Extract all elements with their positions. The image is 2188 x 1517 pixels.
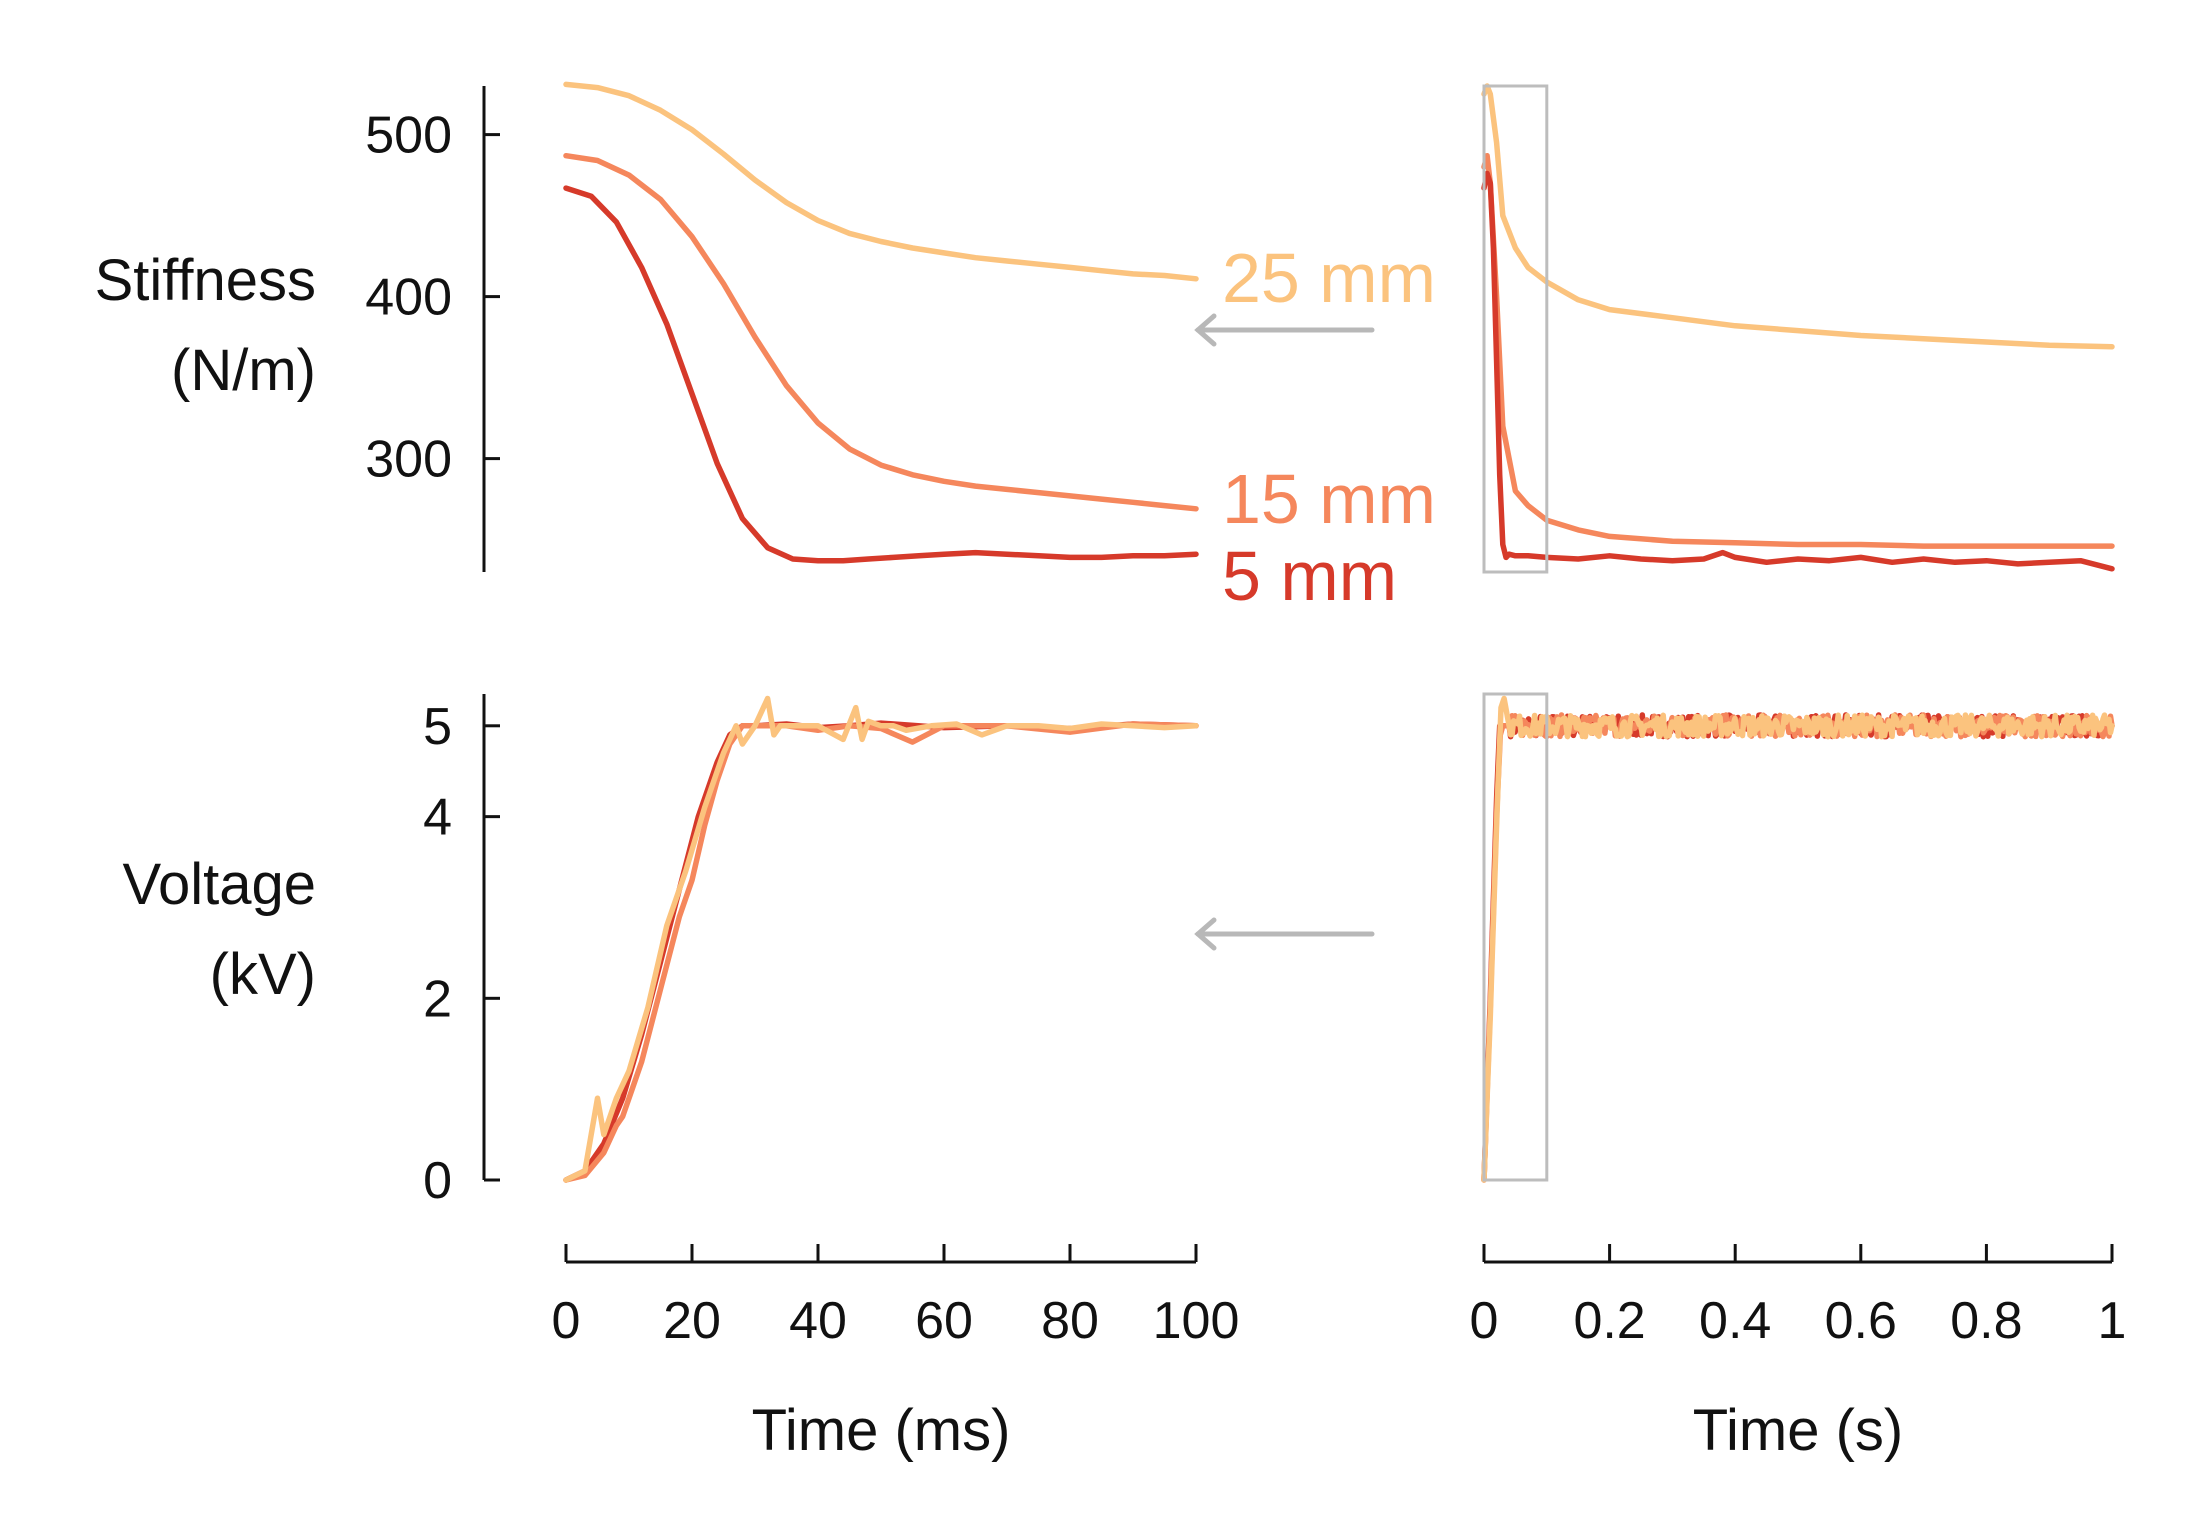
ms-x-tick-label: 0 — [552, 1292, 581, 1350]
stiffness-y-tick-label: 400 — [365, 269, 452, 327]
zoom-box-voltage — [1482, 692, 1549, 1182]
zoom-box-stiffness — [1482, 84, 1549, 574]
stiffness-axis-unit: (N/m) — [171, 338, 316, 403]
series-15mm-line — [563, 152, 1199, 512]
voltage-ms-plot — [563, 695, 1199, 1183]
voltage-axis-title: Voltage — [122, 852, 316, 917]
series-25mm-line — [563, 81, 1199, 282]
stiffness-axis-title: Stiffness — [95, 248, 316, 313]
voltage-axis-unit: (kV) — [210, 942, 316, 1007]
voltage-y-ticks: 0 2 4 5 — [423, 698, 500, 1210]
voltage-y-tick-label: 0 — [423, 1152, 452, 1210]
voltage-y-tick-label: 5 — [423, 698, 452, 756]
series-label-5mm: 5 mm — [1222, 537, 1397, 615]
stiffness-y-tick-label: 300 — [365, 431, 452, 489]
stiffness-ms-plot — [563, 81, 1199, 564]
s-x-ticks: 0 0.2 0.4 0.6 0.8 1 — [1470, 1244, 2127, 1350]
s-x-tick-label: 1 — [2098, 1292, 2127, 1350]
voltage-y-tick-label: 2 — [423, 970, 452, 1028]
stiffness-s-plot — [1481, 83, 2115, 572]
s-x-tick-label: 0.4 — [1699, 1292, 1771, 1350]
series-label-25mm: 25 mm — [1222, 239, 1436, 317]
ms-x-tick-label: 80 — [1041, 1292, 1099, 1350]
s-x-axis-title: Time (s) — [1693, 1398, 1903, 1463]
s-x-tick-label: 0 — [1470, 1292, 1499, 1350]
zoom-arrow-bottom — [1194, 917, 1375, 951]
s-x-tick-label: 0.2 — [1573, 1292, 1645, 1350]
s-x-tick-label: 0.6 — [1825, 1292, 1897, 1350]
ms-x-ticks: 0 20 40 60 80 100 — [552, 1244, 1240, 1350]
voltage-s-plot — [1481, 695, 2115, 1183]
ms-x-tick-label: 60 — [915, 1292, 973, 1350]
ms-x-axis-title: Time (ms) — [752, 1398, 1011, 1463]
series-5mm-line — [563, 185, 1199, 564]
series-5mm-line — [1481, 712, 2115, 1183]
zoom-arrow-top — [1194, 313, 1375, 347]
stiffness-y-tick-label: 500 — [365, 107, 452, 165]
ms-x-tick-label: 20 — [663, 1292, 721, 1350]
voltage-y-tick-label: 4 — [423, 789, 452, 847]
series-15mm-line — [1481, 712, 2115, 1183]
s-x-tick-label: 0.8 — [1950, 1292, 2022, 1350]
series-25mm-line — [1481, 83, 2115, 350]
series-25mm-line — [1481, 695, 2115, 1183]
series-label-15mm: 15 mm — [1222, 460, 1436, 538]
series-5mm-line — [1481, 170, 2115, 572]
stiffness-y-ticks: 300 400 500 — [365, 107, 500, 489]
ms-x-tick-label: 40 — [789, 1292, 847, 1350]
series-15mm-line — [1481, 152, 2115, 549]
series-25mm-line — [563, 695, 1199, 1183]
ms-x-tick-label: 100 — [1153, 1292, 1240, 1350]
